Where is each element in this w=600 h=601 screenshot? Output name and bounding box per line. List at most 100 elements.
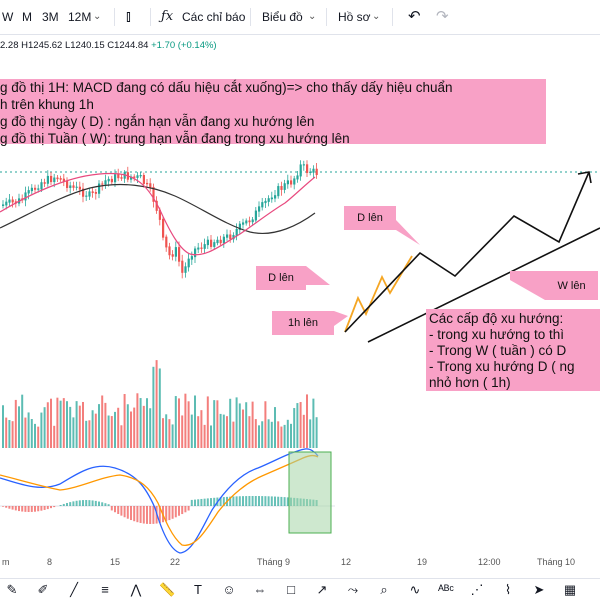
volume-bar: [178, 398, 180, 448]
candle-body: [140, 175, 142, 176]
volume-bar: [168, 419, 170, 448]
macd-histogram-bar: [264, 496, 266, 506]
macd-histogram-bar: [136, 506, 138, 522]
cursor-icon[interactable]: ➤: [531, 582, 547, 598]
macd-histogram-bar: [117, 506, 119, 514]
elliott-icon[interactable]: ⌇: [500, 582, 516, 598]
candle-body: [290, 180, 292, 184]
macd-histogram-bar: [8, 506, 10, 509]
macd-histogram-bar: [242, 496, 244, 506]
chart-type-button[interactable]: Biểu đồ: [262, 0, 303, 34]
trend-levels-callout[interactable]: Các cấp độ xu hướng: - trong xu hướng to…: [426, 309, 600, 391]
candle-body: [44, 182, 46, 184]
volume-bar: [140, 398, 142, 448]
d-len-label-1[interactable]: D lên: [344, 211, 396, 225]
macd-histogram-bar: [220, 497, 222, 506]
volume-bar: [15, 400, 17, 448]
abc-pattern-icon[interactable]: ᴬᴮᶜ: [438, 582, 454, 598]
macd-histogram-bar: [248, 496, 250, 506]
macd-histogram-bar: [21, 506, 23, 512]
candle-body: [300, 164, 302, 176]
brush-icon[interactable]: ✎: [4, 582, 20, 598]
redo-icon[interactable]: ↷: [436, 0, 449, 34]
candle-body: [242, 222, 244, 224]
macd-histogram-bar: [194, 500, 196, 506]
macd-histogram-bar: [312, 500, 314, 506]
volume-bar: [306, 394, 308, 448]
macd-histogram-bar: [274, 497, 276, 506]
pen-icon[interactable]: ✐: [35, 582, 51, 598]
interval-w[interactable]: W: [2, 0, 13, 34]
d-arrow-head: [578, 172, 591, 183]
volume-bar: [72, 417, 74, 448]
zoom-icon[interactable]: ⌕: [376, 582, 392, 598]
volume-bar: [31, 419, 33, 448]
grid-icon[interactable]: ▦: [562, 582, 578, 598]
volume-bar: [252, 402, 254, 448]
candle-body: [24, 192, 26, 200]
candles: [2, 160, 318, 278]
interval-m[interactable]: M: [22, 0, 32, 34]
volume-bar: [69, 407, 71, 448]
forecast-icon[interactable]: ⤳: [345, 582, 361, 598]
candle-body: [124, 172, 126, 179]
volume-bar: [220, 414, 222, 448]
candle-body: [5, 202, 7, 206]
emoji-icon[interactable]: ☺: [221, 582, 237, 598]
volume-bar: [210, 425, 212, 448]
candle-body: [18, 198, 20, 203]
ma-slow-line: [0, 185, 315, 234]
macd-histogram-bar: [245, 496, 247, 506]
d-trend-path: [345, 172, 589, 332]
candle-body: [12, 200, 14, 203]
volume-bar: [175, 396, 177, 448]
interval-dropdown-icon[interactable]: ⌄: [93, 0, 101, 34]
w-len-label[interactable]: W lên: [545, 279, 598, 293]
candle-body: [40, 182, 42, 189]
ruler-icon[interactable]: 📏: [159, 582, 175, 598]
text-icon[interactable]: T: [190, 582, 206, 598]
volume-bar: [18, 406, 20, 448]
macd-histogram-bar: [95, 501, 97, 506]
candle-body: [248, 220, 250, 222]
candle-body: [287, 180, 289, 184]
volume-bar: [239, 403, 241, 448]
indicators-button[interactable]: Các chỉ báo: [182, 0, 245, 34]
macd-histogram-bar: [127, 506, 129, 519]
interval-12m[interactable]: 12M: [68, 0, 91, 34]
callout-line-5: nhỏ hơn ( 1h): [429, 375, 600, 391]
macd-histogram-bar: [104, 503, 106, 506]
candle-style-icon[interactable]: ⫾: [126, 0, 131, 34]
fib-icon[interactable]: ≡: [97, 582, 113, 598]
volume-bar: [143, 406, 145, 448]
curve-icon[interactable]: ∿: [407, 582, 423, 598]
volume-bar: [165, 414, 167, 448]
h1-len-label[interactable]: 1h lên: [272, 316, 334, 330]
analysis-note[interactable]: g đồ thị 1H: MACD đang có dấu hiệu cắt x…: [0, 79, 546, 144]
candle-body: [258, 206, 260, 211]
macd-histogram-bar: [5, 506, 7, 508]
candle-body: [111, 179, 113, 182]
arrow-icon[interactable]: ↗: [314, 582, 330, 598]
undo-icon[interactable]: ↶: [408, 0, 421, 34]
close-value: C1244.84: [107, 40, 148, 51]
macd-histogram-bar: [239, 496, 241, 506]
candle-body: [156, 201, 158, 211]
profile-button[interactable]: Hồ sơ: [338, 0, 371, 34]
d-len-label-2[interactable]: D lên: [256, 271, 306, 285]
time-label: Tháng 10: [537, 557, 575, 567]
measure-icon[interactable]: ⇔: [252, 582, 268, 598]
volume-bar: [60, 401, 62, 448]
path-icon[interactable]: ⋰: [469, 582, 485, 598]
macd-histogram-bar: [258, 496, 260, 506]
shapes-icon[interactable]: □: [283, 582, 299, 598]
pattern-icon[interactable]: ⋀: [128, 582, 144, 598]
candle-body: [293, 178, 295, 184]
interval-3m[interactable]: 3M: [42, 0, 59, 34]
indicators-icon[interactable]: ƒx: [161, 0, 173, 34]
line-tool-icon[interactable]: ╱: [66, 582, 82, 598]
macd-histogram-bar: [175, 506, 177, 517]
chevron-down-icon[interactable]: ⌄: [308, 0, 316, 34]
chevron-down-icon[interactable]: ⌄: [372, 0, 380, 34]
candle-body: [76, 187, 78, 188]
